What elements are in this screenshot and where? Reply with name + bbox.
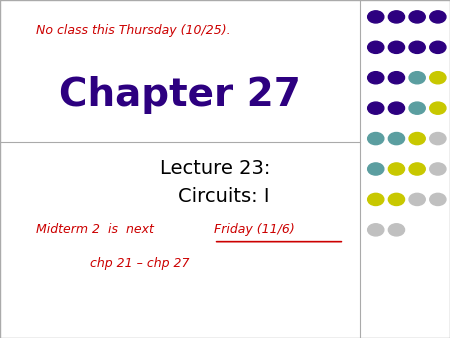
- Circle shape: [388, 11, 405, 23]
- Text: chp 21 – chp 27: chp 21 – chp 27: [90, 257, 189, 270]
- Circle shape: [409, 11, 425, 23]
- Circle shape: [430, 102, 446, 114]
- Circle shape: [430, 193, 446, 206]
- Text: Friday (11/6): Friday (11/6): [214, 223, 294, 236]
- Circle shape: [409, 72, 425, 84]
- Text: Circuits: I: Circuits: I: [179, 187, 270, 206]
- Circle shape: [388, 102, 405, 114]
- Circle shape: [368, 72, 384, 84]
- Circle shape: [388, 72, 405, 84]
- Circle shape: [409, 193, 425, 206]
- Circle shape: [409, 163, 425, 175]
- Text: Lecture 23:: Lecture 23:: [160, 160, 270, 178]
- Circle shape: [409, 132, 425, 145]
- Circle shape: [368, 193, 384, 206]
- Circle shape: [368, 163, 384, 175]
- Text: Chapter 27: Chapter 27: [59, 76, 301, 114]
- Circle shape: [388, 132, 405, 145]
- Circle shape: [409, 41, 425, 53]
- Circle shape: [368, 224, 384, 236]
- Circle shape: [430, 41, 446, 53]
- Circle shape: [430, 163, 446, 175]
- Circle shape: [388, 193, 405, 206]
- Circle shape: [368, 132, 384, 145]
- Circle shape: [368, 11, 384, 23]
- Circle shape: [388, 41, 405, 53]
- Text: No class this Thursday (10/25).: No class this Thursday (10/25).: [36, 24, 230, 37]
- Circle shape: [368, 102, 384, 114]
- Circle shape: [368, 41, 384, 53]
- Circle shape: [409, 102, 425, 114]
- Circle shape: [430, 132, 446, 145]
- Circle shape: [430, 72, 446, 84]
- Circle shape: [430, 11, 446, 23]
- Circle shape: [388, 163, 405, 175]
- Text: Midterm 2  is  next: Midterm 2 is next: [36, 223, 166, 236]
- Circle shape: [388, 224, 405, 236]
